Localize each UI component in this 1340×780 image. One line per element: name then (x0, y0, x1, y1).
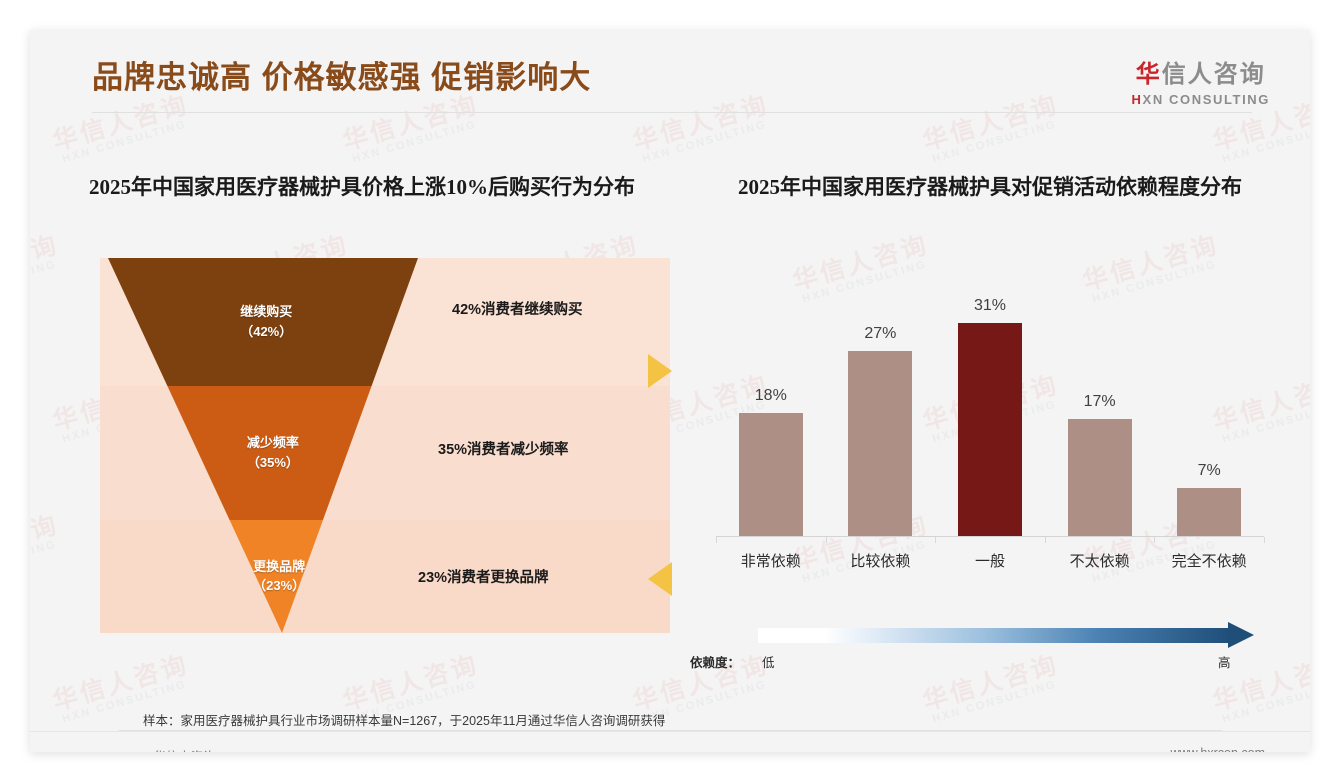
funnel-segment-label: 继续购买 （42%） (206, 302, 326, 341)
footer-divider (30, 731, 1310, 732)
legend-high-label: 高 (1218, 656, 1231, 670)
funnel-segment-name: 继续购买 (240, 304, 293, 319)
funnel-segment-value: （35%） (246, 454, 299, 470)
footer-copyright: ©2026.1 HXR华信人咨询 (76, 746, 216, 752)
category-label: 比较依赖 (850, 553, 911, 570)
funnel-segment-caption: 35%消费者减少频率 (438, 442, 569, 458)
bar-plot-area: 18% 27% 31% 17% 7% (716, 296, 1264, 536)
funnel-segment-label: 减少频率 （35%） (213, 433, 333, 472)
funnel-segment (108, 258, 418, 386)
gradient-arrowhead-icon (1228, 622, 1254, 648)
funnel-segment-name: 减少频率 (246, 435, 299, 450)
axis-tick (935, 537, 937, 543)
axis-tick (1044, 537, 1046, 543)
bar-slot: 7% (1154, 296, 1264, 536)
logo-en-rest: XN CONSULTING (1142, 92, 1270, 107)
funnel-segment-value: （23%） (253, 578, 306, 593)
axis-tick (1154, 537, 1156, 543)
axis-tick (1264, 537, 1265, 543)
gradient-arrow (758, 622, 1270, 648)
legend-key-label: 依赖度： (690, 656, 741, 670)
logo-english: HXN CONSULTING (1132, 92, 1270, 107)
bar-slot: 27% (826, 296, 936, 536)
funnel-segment-name: 更换品牌 (253, 558, 306, 574)
bar[interactable] (738, 412, 803, 536)
brand-logo: 华信人咨询 HXN CONSULTING (1132, 54, 1270, 107)
bar-slot: 17% (1045, 296, 1155, 536)
funnel-segment (167, 386, 372, 520)
bar-value-label: 7% (1197, 462, 1221, 479)
bar-value-label: 27% (864, 324, 897, 342)
category-label: 一般 (974, 553, 1005, 570)
bar[interactable] (957, 323, 1022, 536)
source-divider (118, 730, 1222, 731)
funnel-graphic (100, 258, 670, 633)
funnel-segment (229, 520, 323, 633)
logo-en-highlight: H (1131, 92, 1143, 107)
category-label: 不太依赖 (1069, 553, 1130, 570)
axis-tick (716, 537, 717, 543)
bar-slot: 18% (716, 296, 826, 536)
funnel-segment-caption: 42%消费者继续购买 (452, 302, 583, 318)
funnel-segment-label: 更换品牌 （23%） (219, 557, 339, 596)
logo-chinese: 华信人咨询 (1132, 54, 1270, 89)
source-note: 样本：家用医疗器械护具行业市场调研样本量N=1267，于2025年11月通过华信… (143, 714, 666, 728)
logo-cn-highlight: 华 (1135, 61, 1162, 88)
triangle-right-icon (648, 354, 672, 388)
bar[interactable] (1177, 488, 1242, 536)
bar-value-label: 18% (754, 386, 787, 404)
gradient-bar (758, 628, 1230, 643)
funnel-chart: 继续购买 （42%） 42%消费者继续购买减少频率 （35%） 35%消费者减少频率更换… (100, 258, 670, 633)
header-divider (92, 112, 1252, 113)
category-label: 完全不依赖 (1171, 553, 1247, 570)
dependency-bar-chart: 18% 27% 31% 17% 7% 非常依赖 比较依赖 一般 不太依赖 完全不依赖 (690, 288, 1280, 608)
bar[interactable] (848, 350, 913, 536)
x-axis-line (716, 536, 1264, 537)
slide-canvas: 华信人咨询 HXN CONSULTING 华信人咨询 HXN CONSULTING 华信… (30, 30, 1310, 752)
page-title: 品牌忠诚高 价格敏感强 促销影响大 (92, 60, 592, 95)
bar-slot: 31% (935, 296, 1045, 536)
funnel-segment-caption: 23%消费者更换品牌 (418, 570, 549, 586)
triangle-left-icon (648, 562, 672, 596)
logo-cn-rest: 信人咨询 (1161, 61, 1266, 88)
right-chart-title: 2025年中国家用医疗器械护具对促销活动依赖程度分布 (738, 175, 1242, 199)
bar[interactable] (1067, 419, 1132, 536)
axis-tick (825, 537, 827, 543)
bar-value-label: 17% (1083, 393, 1116, 411)
funnel-band-background (100, 520, 670, 633)
category-label: 非常依赖 (740, 553, 801, 570)
dependency-gradient-legend: 依赖度： 低 高 (690, 622, 1280, 684)
left-chart-title: 2025年中国家用医疗器械护具价格上涨10%后购买行为分布 (89, 175, 635, 199)
slide-header: 品牌忠诚高 价格敏感强 促销影响大 华信人咨询 HXN CONSULTING (30, 30, 1310, 118)
footer-website: www.hxrcon.com (1171, 746, 1265, 752)
funnel-segment-value: （42%） (240, 323, 293, 339)
legend-low-label: 低 (762, 656, 775, 670)
bar-value-label: 31% (973, 297, 1006, 315)
